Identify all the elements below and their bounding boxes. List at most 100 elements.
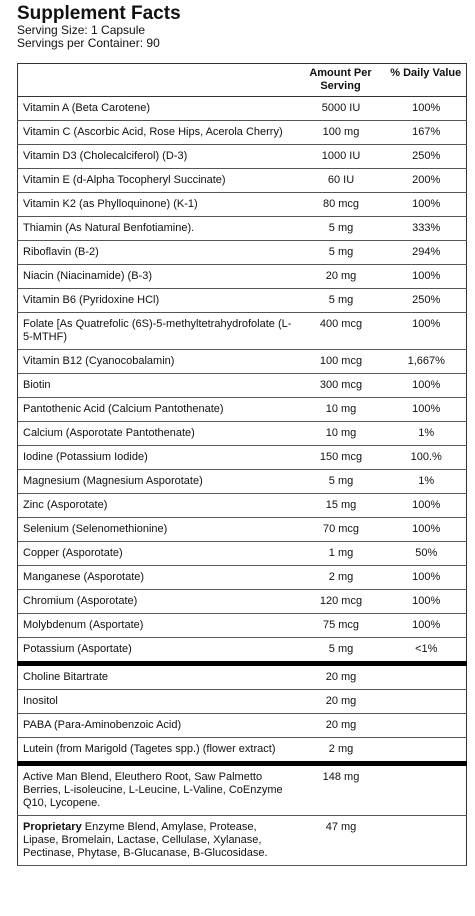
amount: 400 mcg	[319, 318, 363, 330]
name-cell: Riboflavin (B-2)	[17, 240, 296, 265]
dv-cell: 100%	[385, 96, 467, 121]
name: Manganese (Asporotate)	[23, 571, 145, 583]
amount: 5 mg	[328, 643, 354, 655]
daily-value: 1%	[418, 475, 435, 487]
amount-cell: 150 mcg	[295, 445, 386, 470]
daily-value: 100%	[412, 571, 441, 583]
amount-cell: 1 mg	[295, 541, 386, 566]
amount-cell: 120 mcg	[295, 589, 386, 614]
amount-cell: 2 mg	[295, 565, 386, 590]
name: Calcium (Asporotate Pantothenate)	[23, 427, 195, 439]
amount: 1000 IU	[321, 150, 361, 162]
amount: 10 mg	[325, 403, 357, 415]
dv-cell: 50%	[385, 541, 467, 566]
dv-cell	[385, 689, 467, 714]
amount: 120 mcg	[319, 595, 363, 607]
amount-cell: 400 mcg	[295, 312, 386, 350]
daily-value: 250%	[412, 150, 441, 162]
dv-cell: 100%	[385, 192, 467, 217]
amount-cell: 2 mg	[295, 737, 386, 766]
row: Manganese (Asporotate) 2 mg 100%	[17, 565, 467, 590]
amount-cell: 100 mg	[295, 120, 386, 145]
amount: 75 mcg	[322, 619, 360, 631]
name-bold: Proprietary	[23, 821, 82, 833]
amount: 300 mcg	[319, 379, 363, 391]
daily-value: 100%	[412, 379, 441, 391]
row: Iodine (Potassium Iodide) 150 mcg 100.%	[17, 445, 467, 470]
daily-value: 294%	[412, 246, 441, 258]
title: Supplement Facts	[17, 3, 181, 24]
name: Copper (Asporotate)	[23, 547, 123, 559]
daily-value: 100%	[412, 499, 441, 511]
daily-value: 200%	[412, 174, 441, 186]
amount: 150 mcg	[319, 451, 363, 463]
name: Iodine (Potassium Iodide)	[23, 451, 148, 463]
amount-cell: 47 mg	[295, 815, 386, 866]
amount: 100 mcg	[319, 355, 363, 367]
amount-cell: 60 IU	[295, 168, 386, 193]
name: PABA (Para-Aminobenzoic Acid)	[23, 719, 182, 731]
dv-cell: 100%	[385, 373, 467, 398]
name-cell: Copper (Asporotate)	[17, 541, 296, 566]
name-cell: PABA (Para-Aminobenzoic Acid)	[17, 713, 296, 738]
dv-cell: 100%	[385, 264, 467, 289]
daily-value: <1%	[415, 643, 438, 655]
row: Vitamin B6 (Pyridoxine HCl) 5 mg 250%	[17, 288, 467, 313]
name: Vitamin A (Beta Carotene)	[23, 102, 150, 114]
name-cell: Magnesium (Magnesium Asporotate)	[17, 469, 296, 494]
dv-cell: 294%	[385, 240, 467, 265]
name-cell: Lutein (from Marigold (Tagetes spp.) (fl…	[17, 737, 296, 766]
dv-cell	[385, 713, 467, 738]
row: Copper (Asporotate) 1 mg 50%	[17, 541, 467, 566]
amount-cell: 20 mg	[295, 663, 386, 690]
row: Pantothenic Acid (Calcium Pantothenate) 1…	[17, 397, 467, 422]
amount-cell: 148 mg	[295, 763, 386, 816]
dv-cell: 100%	[385, 613, 467, 638]
name-cell: Active Man Blend, Eleuthero Root, Saw Pa…	[17, 763, 296, 816]
row: Thiamin (As Natural Benfotiamine). 5 mg 33…	[17, 216, 467, 241]
name: Inositol	[23, 695, 58, 707]
dv-cell: 167%	[385, 120, 467, 145]
daily-value: 1%	[418, 427, 435, 439]
name: Choline Bitartrate	[23, 671, 108, 683]
name: Magnesium (Magnesium Asporotate)	[23, 475, 203, 487]
daily-value: 167%	[412, 126, 441, 138]
amount-cell: 5 mg	[295, 637, 386, 666]
amount-cell: 20 mg	[295, 264, 386, 289]
name: Folate [As Quatrefolic (6S)-5-methyltetr…	[23, 318, 292, 343]
dv-cell	[385, 815, 467, 866]
name-cell: Vitamin E (d-Alpha Tocopheryl Succinate)	[17, 168, 296, 193]
name-cell: Potassium (Asportate)	[17, 637, 296, 666]
name: Molybdenum (Asportate)	[23, 619, 144, 631]
row: PABA (Para-Aminobenzoic Acid) 20 mg	[17, 713, 467, 738]
amount-cell: 5 mg	[295, 469, 386, 494]
row: Biotin 300 mcg 100%	[17, 373, 467, 398]
dv-cell: 100%	[385, 397, 467, 422]
row: Vitamin E (d-Alpha Tocopheryl Succinate)…	[17, 168, 467, 193]
dv-cell: 100%	[385, 312, 467, 350]
dv-cell: 100%	[385, 589, 467, 614]
amount: 80 mcg	[322, 198, 360, 210]
dv-cell: 1%	[385, 469, 467, 494]
amount-cell: 1000 IU	[295, 144, 386, 169]
dv-cell	[385, 737, 467, 766]
amount-cell: 20 mg	[295, 689, 386, 714]
name: Active Man Blend, Eleuthero Root, Saw Pa…	[23, 771, 283, 809]
amount-cell: 10 mg	[295, 397, 386, 422]
dv-cell: 100.%	[385, 445, 467, 470]
row: Choline Bitartrate 20 mg	[17, 663, 467, 690]
name-cell: Pantothenic Acid (Calcium Pantothenate)	[17, 397, 296, 422]
row: Niacin (Niacinamide) (B-3) 20 mg 100%	[17, 264, 467, 289]
name: Vitamin B12 (Cyanocobalamin)	[23, 355, 175, 367]
amount: 70 mcg	[322, 523, 360, 535]
name-cell: Molybdenum (Asportate)	[17, 613, 296, 638]
row: Calcium (Asporotate Pantothenate) 10 mg 1%	[17, 421, 467, 446]
amount: 5 mg	[328, 294, 354, 306]
row: Chromium (Asporotate) 120 mcg 100%	[17, 589, 467, 614]
daily-value: 100%	[412, 619, 441, 631]
daily-value: 333%	[412, 222, 441, 234]
header-row: Amount Per Serving % Daily Value	[17, 63, 467, 97]
name-cell: Manganese (Asporotate)	[17, 565, 296, 590]
dv-cell: 1,667%	[385, 349, 467, 374]
amount: 20 mg	[325, 671, 357, 683]
